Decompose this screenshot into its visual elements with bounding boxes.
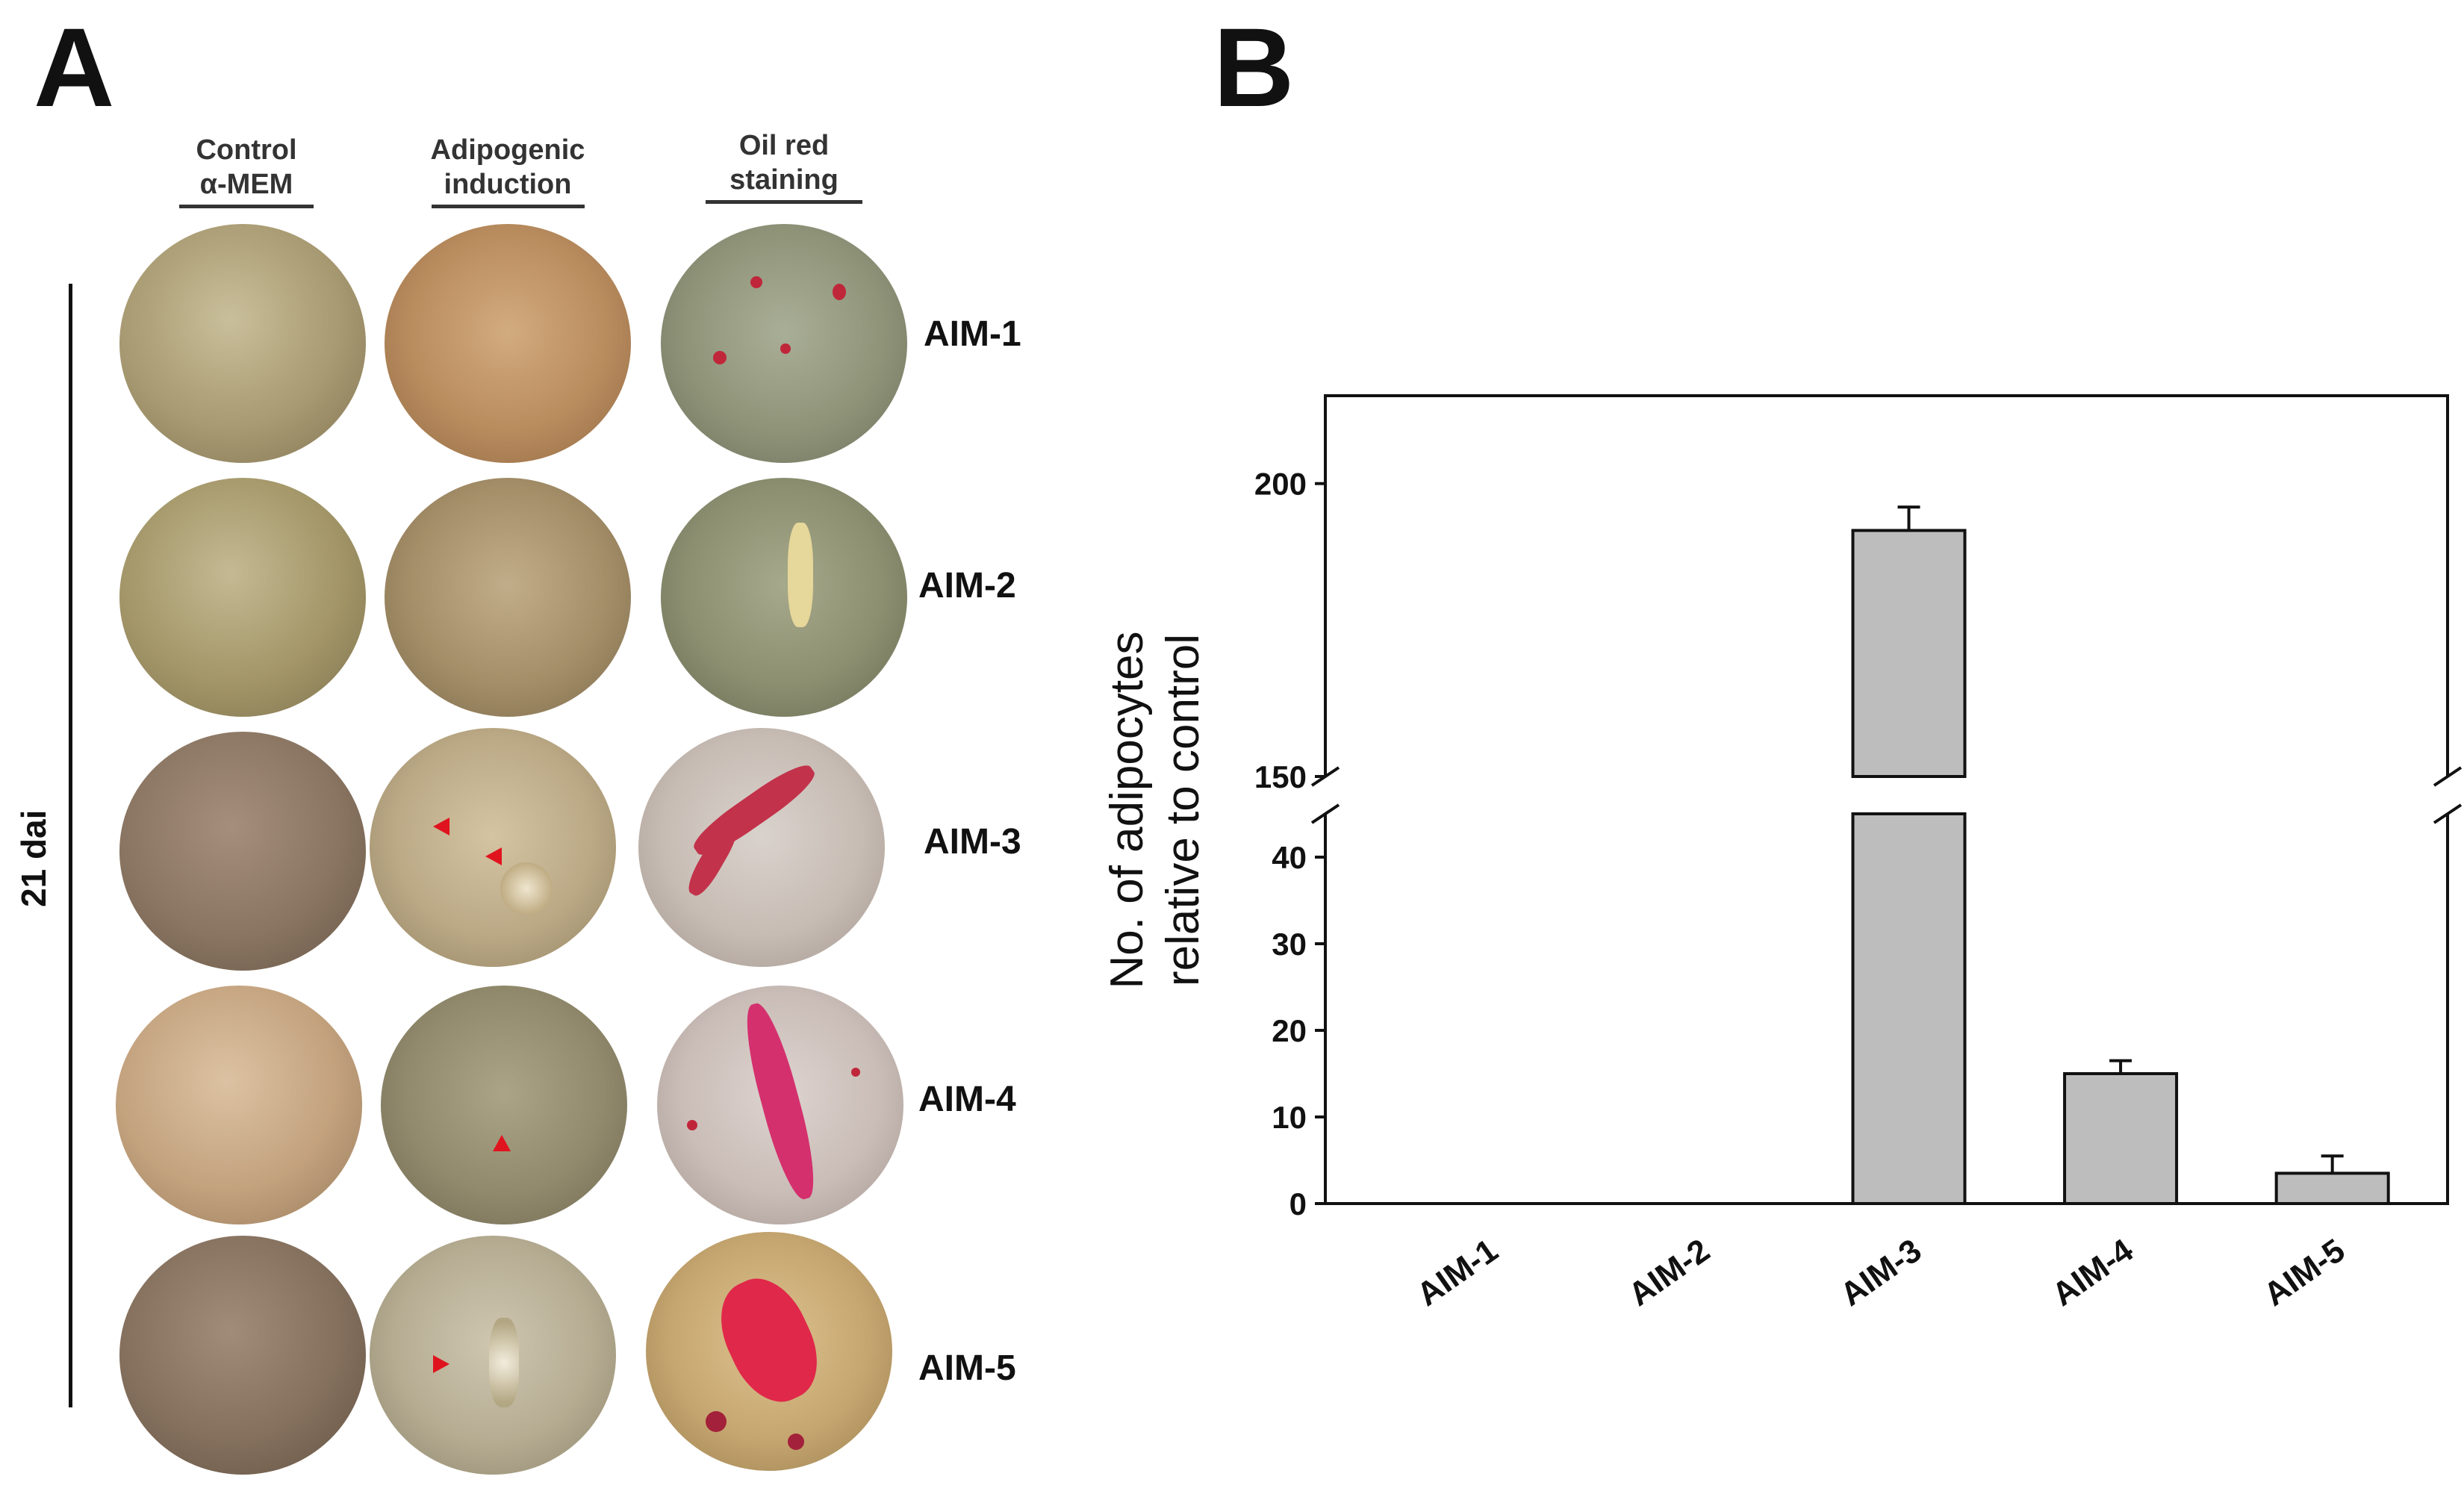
timepoint-bar [69,284,72,1407]
micrograph-adipogenic-aim4 [381,986,627,1224]
micrograph-adipogenic-aim2 [385,478,631,717]
header-adipogenic-line1: Adipogenic [430,134,585,166]
row-label-aim3: AIM-3 [924,822,1021,862]
y-tick-label-10: 10 [1272,1100,1307,1135]
row-label-aim4: AIM-4 [918,1080,1016,1119]
row-label-aim1: AIM-1 [924,314,1021,354]
x-tick-label-aim-2: AIM-2 [1622,1232,1716,1313]
header-adipogenic: Adipogenic induction [407,133,609,208]
header-control-line2: α-MEM [199,169,293,200]
micrograph-oilred-aim3 [638,728,885,967]
bar-aim-4 [2063,1072,2179,1205]
header-oilred-underline [706,200,862,204]
axis-break-mark-right-upper [2433,766,2463,787]
micrograph-oilred-aim4 [657,986,903,1224]
y-tick-label-0: 0 [1289,1186,1307,1221]
micrograph-control-aim1 [119,224,366,463]
bar-aim-3-break [1850,778,1967,812]
y-tick-label-150: 150 [1254,759,1307,794]
plot-frame [1324,394,2449,1205]
header-control: Control α-MEM [157,133,336,208]
micrograph-oilred-aim2 [661,478,907,717]
y-tick-label-40: 40 [1272,840,1307,875]
x-tick-label-aim-1: AIM-1 [1410,1232,1505,1313]
axis-break-mark-right-lower [2433,803,2463,824]
x-tick-label-aim-4: AIM-4 [2046,1232,2141,1313]
panel-b-letter: B [1213,4,1295,130]
y-axis-label-line1: No. of adipocytes [1101,631,1153,989]
panel-a-letter: A [34,4,115,130]
y-tick-label-20: 20 [1272,1013,1307,1048]
y-axis-label-line2: relative to control [1157,634,1209,986]
timepoint-label: 21 dai [14,809,53,907]
header-oilred-line2: staining [729,164,839,196]
micrograph-control-aim2 [119,478,366,717]
y-tick-label-30: 30 [1272,927,1307,962]
header-adipogenic-underline [431,205,585,208]
micrograph-control-aim5 [119,1236,366,1475]
bar-aim-5 [2274,1171,2390,1206]
micrograph-control-aim4 [116,986,362,1224]
micrograph-control-aim3 [119,732,366,971]
axis-break-mark-left-lower [1310,803,1340,824]
bar-aim-3-upper [1851,529,1967,778]
row-label-aim5: AIM-5 [918,1348,1016,1388]
header-oilred-line1: Oil red [738,130,830,161]
micrograph-adipogenic-aim1 [385,224,631,463]
header-control-underline [179,205,314,208]
micrograph-oilred-aim1 [661,224,907,463]
micrograph-oilred-aim5 [646,1232,892,1471]
header-control-line1: Control [196,134,297,166]
axis-break-mark-left-upper [1310,766,1340,787]
micrograph-adipogenic-aim5 [370,1236,616,1475]
header-adipogenic-line2: induction [444,169,572,200]
row-label-aim2: AIM-2 [918,566,1016,606]
axis-break-gap [1318,776,2455,814]
header-oilred: Oil red staining [694,128,874,204]
y-tick-label-200: 200 [1254,467,1307,502]
x-tick-label-aim-5: AIM-5 [2257,1232,2351,1313]
x-tick-label-aim-3: AIM-3 [1834,1232,1928,1313]
bar-aim-3-lower [1851,812,1967,1205]
micrograph-adipogenic-aim3 [370,728,616,967]
